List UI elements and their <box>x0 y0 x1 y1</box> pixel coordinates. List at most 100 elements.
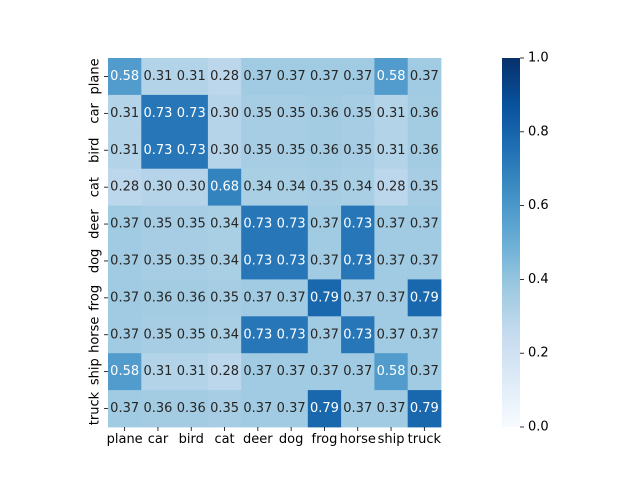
cell-value-label: 0.34 <box>343 180 372 195</box>
cell-value-label: 0.36 <box>143 290 172 305</box>
cell-value-label: 0.73 <box>277 327 306 342</box>
heatmap-cell-deer-cat <box>207 205 242 243</box>
cell-value-label: 0.34 <box>243 180 272 195</box>
cell-value-label: 0.28 <box>110 180 139 195</box>
heatmap-cell-dog-frog <box>307 242 342 280</box>
heatmap-cell-frog-truck <box>407 279 442 317</box>
colorbar-tick-label: 1.0 <box>528 51 549 66</box>
cell-value-label: 0.37 <box>410 253 439 268</box>
heatmap-cell-bird-cat <box>207 131 242 170</box>
cell-value-label: 0.37 <box>377 290 406 305</box>
heatmap-cell-truck-bird <box>174 390 209 428</box>
cell-value-label: 0.31 <box>110 143 139 158</box>
cell-value-label: 0.35 <box>277 143 306 158</box>
heatmap-cell-ship-horse <box>341 353 375 391</box>
x-tick-label-cat: cat <box>214 432 234 447</box>
cell-value-label: 0.58 <box>110 364 139 379</box>
cell-value-label: 0.35 <box>177 253 206 268</box>
heatmap-cell-cat-cat <box>207 168 242 206</box>
heatmap-cell-ship-deer <box>241 353 275 391</box>
x-tick-label-ship: ship <box>378 432 405 447</box>
heatmap-cell-frog-frog <box>307 279 342 317</box>
heatmap-cell-dog-ship <box>374 242 409 280</box>
cell-value-label: 0.35 <box>177 217 206 232</box>
cell-value-label: 0.68 <box>210 180 239 195</box>
heatmap-cell-frog-dog <box>274 279 309 317</box>
heatmap-cell-plane-dog <box>274 58 309 96</box>
colorbar-tick-label: 0.4 <box>528 272 549 287</box>
cell-value-label: 0.35 <box>143 327 172 342</box>
cell-value-label: 0.35 <box>343 143 372 158</box>
heatmap-cell-plane-horse <box>341 58 375 96</box>
cell-value-label: 0.35 <box>210 290 239 305</box>
heatmap-cell-plane-car <box>141 58 175 96</box>
heatmap-cell-frog-horse <box>341 279 375 317</box>
cell-value-label: 0.35 <box>410 180 439 195</box>
heatmap-cell-bird-frog <box>307 131 342 170</box>
heatmap-cell-horse-dog <box>274 316 309 354</box>
heatmap-cell-truck-cat <box>207 390 242 428</box>
cell-value-label: 0.73 <box>343 217 372 232</box>
cell-value-label: 0.35 <box>277 106 306 121</box>
heatmap-cell-ship-dog <box>274 353 309 391</box>
y-tick-label-cat: cat <box>88 177 103 197</box>
cell-value-label: 0.31 <box>377 106 406 121</box>
y-axis: plane car bird cat deer dog frog horse ship truck <box>88 58 108 425</box>
colorbar-tick-label: 0.0 <box>528 420 549 435</box>
heatmap-cell-ship-car <box>141 353 175 391</box>
cell-value-label: 0.37 <box>310 327 339 342</box>
heatmap-cell-bird-bird <box>174 131 209 170</box>
cell-value-label: 0.28 <box>210 364 239 379</box>
cell-value-label: 0.37 <box>110 253 139 268</box>
cell-value-label: 0.31 <box>377 143 406 158</box>
x-tick-label-deer: deer <box>243 432 273 447</box>
heatmap-cell-car-horse <box>341 94 375 133</box>
heatmap-cell-truck-truck <box>407 390 442 428</box>
heatmap-cell-bird-car <box>141 131 175 170</box>
cell-value-label: 0.34 <box>277 180 306 195</box>
cell-value-label: 0.37 <box>343 364 372 379</box>
heatmap-cell-dog-horse <box>341 242 375 280</box>
cell-value-label: 0.36 <box>177 401 206 416</box>
heatmap-cell-ship-bird <box>174 353 209 391</box>
y-tick-label-plane: plane <box>88 58 103 94</box>
heatmap-cell-truck-deer <box>241 390 275 428</box>
cell-value-label: 0.37 <box>243 69 272 84</box>
heatmap-cell-horse-cat <box>207 316 242 354</box>
cell-value-label: 0.79 <box>310 290 339 305</box>
cell-value-label: 0.37 <box>110 217 139 232</box>
colorbar: 0.0 0.2 0.4 0.6 0.8 1.0 <box>502 51 549 435</box>
heatmap-cell-car-cat <box>207 94 242 133</box>
cell-value-label: 0.79 <box>410 290 439 305</box>
cell-value-label: 0.37 <box>243 364 272 379</box>
cell-value-label: 0.73 <box>277 253 306 268</box>
heatmap-cell-plane-frog <box>307 58 342 96</box>
x-tick-label-bird: bird <box>179 432 204 447</box>
heatmap-cell-horse-plane <box>108 316 142 354</box>
cell-value-label: 0.37 <box>377 401 406 416</box>
heatmap-cell-cat-bird <box>174 168 209 206</box>
y-tick-label-dog: dog <box>88 249 103 273</box>
cell-value-label: 0.73 <box>243 217 272 232</box>
cell-value-label: 0.37 <box>343 69 372 84</box>
heatmap-cell-car-truck <box>407 94 442 133</box>
cell-value-label: 0.37 <box>310 253 339 268</box>
cell-value-label: 0.36 <box>410 143 439 158</box>
cell-value-label: 0.37 <box>343 401 372 416</box>
cell-value-label: 0.35 <box>143 253 172 268</box>
y-tick-label-frog: frog <box>88 285 103 311</box>
colorbar-gradient <box>502 58 520 427</box>
heatmap-cell-dog-truck <box>407 242 442 280</box>
cell-value-label: 0.37 <box>310 69 339 84</box>
cell-value-label: 0.35 <box>243 106 272 121</box>
heatmap-cell-cat-car <box>141 168 175 206</box>
cell-value-label: 0.58 <box>377 69 406 84</box>
cell-value-label: 0.37 <box>410 364 439 379</box>
heatmap-cell-ship-plane <box>108 353 142 391</box>
cell-value-label: 0.79 <box>410 401 439 416</box>
cell-value-label: 0.37 <box>343 290 372 305</box>
heatmap-cell-ship-cat <box>207 353 242 391</box>
x-tick-label-truck: truck <box>408 432 442 447</box>
heatmap-cell-bird-horse <box>341 131 375 170</box>
